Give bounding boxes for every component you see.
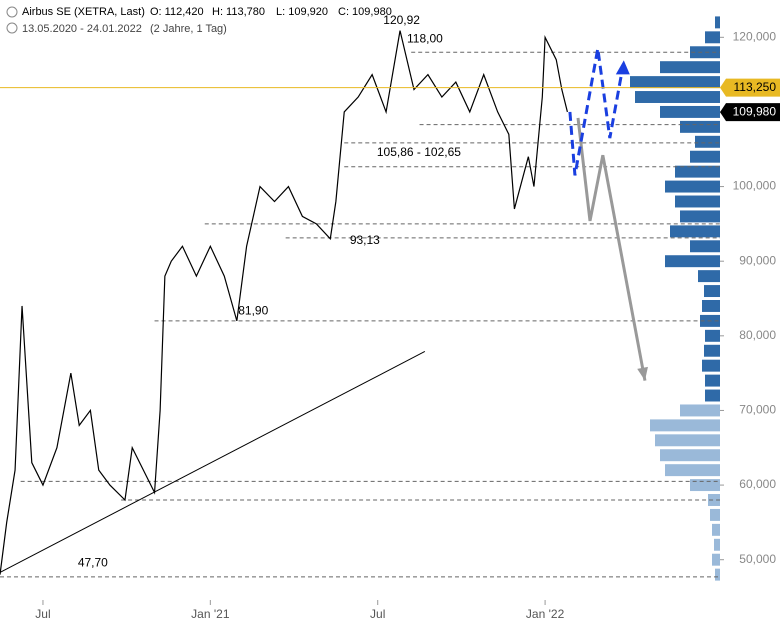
volume-bar bbox=[680, 120, 720, 133]
volume-bar bbox=[704, 344, 720, 357]
ohlc: H: 113,780 bbox=[212, 6, 265, 18]
y-tick-label: 60,000 bbox=[739, 477, 776, 491]
price-tag-label: 109,980 bbox=[733, 104, 777, 118]
volume-bar bbox=[690, 150, 720, 163]
y-tick-label: 50,000 bbox=[739, 552, 776, 566]
annotation: 81,90 bbox=[238, 303, 268, 317]
volume-bar bbox=[695, 135, 720, 148]
trendline bbox=[0, 351, 426, 573]
annotation: 93,13 bbox=[350, 233, 380, 247]
volume-bar bbox=[630, 76, 720, 89]
volume-bar bbox=[708, 494, 720, 506]
annotation: 120,92 bbox=[383, 13, 420, 27]
volume-bar bbox=[680, 210, 720, 223]
volume-bar bbox=[675, 195, 720, 208]
y-tick-label: 70,000 bbox=[739, 403, 776, 417]
ohlc: C: 109,980 bbox=[338, 6, 392, 18]
volume-bar bbox=[715, 16, 720, 29]
x-tick-label: Jan '22 bbox=[526, 607, 565, 621]
projection-gray bbox=[576, 117, 647, 381]
volume-bar bbox=[660, 105, 720, 118]
volume-bar bbox=[665, 255, 720, 268]
volume-bar bbox=[655, 434, 720, 447]
chart-title: Airbus SE (XETRA, Last) bbox=[22, 6, 145, 18]
volume-bar bbox=[702, 359, 720, 372]
volume-bar bbox=[690, 240, 720, 253]
annotation: 118,00 bbox=[407, 32, 443, 46]
y-tick-label: 90,000 bbox=[739, 253, 776, 267]
subtitle: 13.05.2020 - 24.01.2022 bbox=[22, 23, 142, 35]
projection-blue bbox=[568, 48, 624, 176]
x-tick-label: Jan '21 bbox=[191, 607, 230, 621]
volume-bar bbox=[690, 46, 720, 59]
volume-bar bbox=[714, 538, 720, 551]
annotation: 105,86 - 102,65 bbox=[377, 145, 461, 159]
volume-bar bbox=[660, 61, 720, 74]
volume-bar bbox=[712, 553, 720, 566]
volume-bar bbox=[698, 270, 720, 283]
icon bbox=[6, 6, 18, 18]
x-tick-label: Jul bbox=[370, 607, 385, 621]
arrow-head bbox=[615, 60, 630, 75]
volume-bar bbox=[680, 404, 720, 417]
x-tick-label: Jul bbox=[35, 607, 50, 621]
annotation: 47,70 bbox=[78, 556, 108, 570]
volume-bar bbox=[690, 479, 720, 492]
price-tag bbox=[720, 78, 780, 97]
volume-bar bbox=[705, 329, 720, 342]
price-tag-label: 113,250 bbox=[734, 80, 777, 94]
price-line bbox=[0, 30, 568, 575]
arrow-head bbox=[637, 366, 648, 381]
volume-bar bbox=[705, 31, 720, 44]
y-tick-label: 120,000 bbox=[733, 29, 777, 43]
ohlc: O: 112,420 bbox=[150, 6, 204, 18]
volume-bar bbox=[675, 165, 720, 178]
volume-bar bbox=[702, 300, 720, 312]
volume-bar bbox=[635, 91, 720, 103]
y-tick-label: 80,000 bbox=[739, 328, 776, 342]
volume-bar bbox=[665, 180, 720, 193]
volume-bar bbox=[704, 285, 720, 298]
volume-bar bbox=[705, 374, 720, 387]
price-tag bbox=[720, 103, 780, 122]
period: (2 Jahre, 1 Tag) bbox=[150, 23, 227, 35]
volume-bar bbox=[665, 464, 720, 477]
icon bbox=[6, 22, 18, 34]
volume-bar bbox=[710, 508, 720, 521]
ohlc: L: 109,920 bbox=[276, 6, 328, 18]
volume-bar bbox=[670, 225, 720, 238]
volume-bar bbox=[660, 449, 720, 462]
volume-bar bbox=[650, 419, 720, 432]
volume-bar bbox=[712, 523, 720, 536]
y-tick-label: 100,000 bbox=[733, 179, 777, 193]
volume-bar bbox=[705, 389, 720, 402]
volume-bar bbox=[715, 568, 720, 581]
